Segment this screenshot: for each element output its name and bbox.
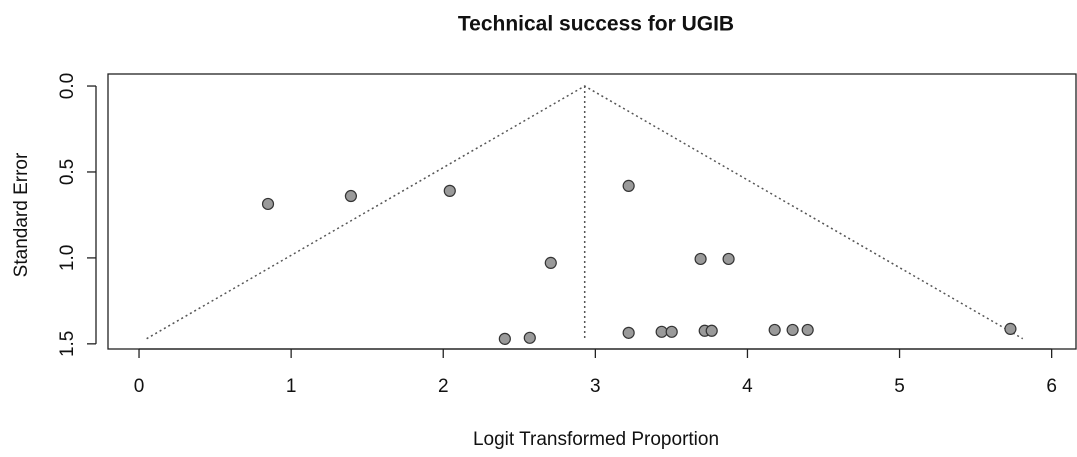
x-axis-label: Logit Transformed Proportion: [473, 429, 719, 450]
y-tick-label: 1.0: [57, 245, 78, 271]
x-tick-label: 2: [438, 376, 449, 397]
point: [544, 256, 557, 269]
point: [705, 324, 718, 337]
point: [523, 331, 536, 344]
point: [443, 184, 456, 197]
point: [655, 325, 668, 338]
plot-frame: [107, 73, 1077, 350]
y-tick-label: 0.0: [57, 73, 78, 99]
y-tick-label: 1.5: [57, 331, 78, 357]
point: [344, 189, 358, 203]
point: [768, 323, 781, 337]
x-tick-label: 0: [134, 376, 145, 397]
x-tick-label: 1: [286, 376, 297, 397]
point: [498, 332, 511, 345]
point: [622, 326, 635, 339]
y-axis-label: Standard Error: [11, 152, 32, 277]
point: [665, 325, 678, 338]
y-tick-label: 0.5: [57, 159, 78, 185]
x-tick-label: 5: [894, 376, 905, 397]
x-tick-label: 6: [1046, 376, 1057, 397]
x-tick-label: 4: [742, 376, 753, 397]
point: [261, 197, 275, 211]
chart-title: Technical success for UGIB: [458, 13, 734, 36]
point: [801, 323, 814, 337]
point: [722, 252, 735, 266]
point: [622, 179, 635, 192]
point: [694, 252, 707, 266]
point: [1004, 322, 1017, 335]
x-tick-label: 3: [590, 376, 601, 397]
point: [786, 323, 799, 337]
